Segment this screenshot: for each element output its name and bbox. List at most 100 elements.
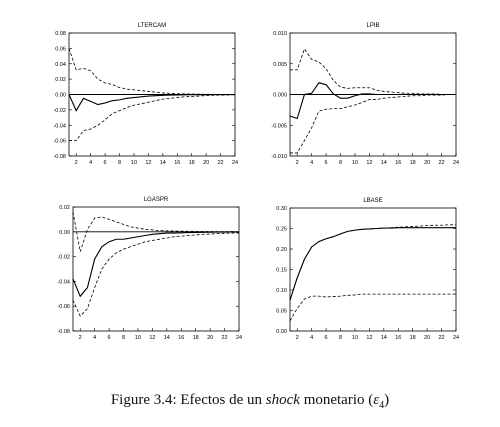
caption-middle: monetario ( bbox=[303, 392, 374, 408]
y-tick-label: -0.04 bbox=[53, 123, 66, 129]
x-tick-label: 8 bbox=[122, 335, 125, 341]
y-tick-label: 0.00 bbox=[55, 93, 66, 99]
y-tick-label: -0.08 bbox=[53, 154, 66, 160]
x-tick-label: 6 bbox=[108, 335, 111, 341]
x-tick-label: 12 bbox=[366, 160, 372, 166]
y-tick-label: -0.08 bbox=[57, 329, 70, 335]
x-tick-label: 14 bbox=[160, 160, 166, 166]
x-tick-label: 12 bbox=[149, 335, 155, 341]
y-tick-label: 0.005 bbox=[273, 62, 287, 68]
series-line-lbase-2 bbox=[289, 224, 456, 301]
x-tick-label: 4 bbox=[310, 335, 313, 341]
x-tick-label: 22 bbox=[439, 160, 445, 166]
x-tick-label: 2 bbox=[75, 160, 78, 166]
x-tick-label: 24 bbox=[453, 335, 459, 341]
x-tick-label: 10 bbox=[352, 160, 358, 166]
panel-title-ltercam: LTERCAM bbox=[138, 23, 166, 29]
x-tick-label: 6 bbox=[104, 160, 107, 166]
x-tick-label: 18 bbox=[410, 335, 416, 341]
series-line-lpib-2 bbox=[290, 48, 456, 95]
y-tick-label: 0.20 bbox=[276, 247, 287, 253]
series-line-ltercam-3 bbox=[69, 94, 236, 142]
y-tick-label: 0.00 bbox=[59, 230, 70, 236]
x-tick-label: 10 bbox=[135, 335, 141, 341]
y-tick-label: -0.04 bbox=[57, 279, 70, 285]
y-tick-label: 0.25 bbox=[276, 227, 287, 233]
x-tick-label: 16 bbox=[395, 335, 401, 341]
y-tick-label: 0.08 bbox=[55, 31, 66, 37]
x-tick-label: 14 bbox=[381, 335, 387, 341]
x-tick-label: 20 bbox=[424, 160, 430, 166]
x-tick-label: 24 bbox=[236, 335, 242, 341]
x-tick-label: 2 bbox=[296, 335, 299, 341]
caption-symbol: ε bbox=[373, 392, 380, 408]
panel-lpib: LPIB -0.010 -0.005 0.000 0.005 0.010 2 4 6 8 10 12 1… bbox=[271, 23, 459, 166]
series-line-lbase-1 bbox=[289, 227, 456, 301]
y-tick-label: -0.02 bbox=[57, 255, 70, 261]
plot-frame-lgaspr bbox=[72, 206, 240, 332]
x-tick-label: 6 bbox=[325, 160, 328, 166]
y-tick-label: 0.30 bbox=[276, 206, 287, 212]
x-tick-label: 4 bbox=[310, 160, 313, 166]
x-tick-label: 20 bbox=[207, 335, 213, 341]
caption-suffix: ) bbox=[384, 392, 390, 408]
x-tick-label: 24 bbox=[232, 160, 238, 166]
y-tick-label: 0.05 bbox=[276, 309, 287, 315]
x-tick-label: 12 bbox=[366, 335, 372, 341]
series-line-lgaspr-2 bbox=[72, 211, 240, 252]
panel-title-lbase: LBASE bbox=[363, 198, 382, 204]
x-tick-label: 6 bbox=[325, 335, 328, 341]
y-tick-label: 0.04 bbox=[55, 62, 66, 68]
y-tick-label: -0.010 bbox=[271, 154, 287, 160]
x-tick-label: 22 bbox=[218, 160, 224, 166]
y-tick-label: 0.02 bbox=[59, 205, 70, 211]
y-tick-label: 0.010 bbox=[273, 31, 287, 37]
series-line-lgaspr-3 bbox=[72, 232, 240, 317]
x-tick-label: 10 bbox=[352, 335, 358, 341]
series-line-ltercam-2 bbox=[68, 48, 235, 95]
x-tick-label: 4 bbox=[93, 335, 96, 341]
y-tick-label: 0.00 bbox=[276, 329, 287, 335]
x-tick-label: 22 bbox=[439, 335, 445, 341]
caption-subscript: 4 bbox=[379, 400, 385, 411]
y-tick-label: -0.005 bbox=[271, 123, 287, 129]
series-line-ltercam-1 bbox=[68, 93, 236, 112]
x-tick-label: 16 bbox=[178, 335, 184, 341]
panel-title-lgaspr: LGASPR bbox=[144, 197, 169, 203]
y-tick-label: 0.10 bbox=[276, 288, 287, 294]
panel-ltercam: LTERCAM -0.08 -0.06 -0.04 -0.02 0.00 0.02 0.04 0… bbox=[53, 23, 238, 166]
series-line-lpib-3 bbox=[290, 94, 456, 154]
y-tick-label: -0.06 bbox=[57, 304, 70, 310]
y-tick-label: 0.06 bbox=[55, 46, 66, 52]
panel-title-lpib: LPIB bbox=[366, 23, 379, 29]
x-tick-label: 12 bbox=[145, 160, 151, 166]
x-tick-label: 4 bbox=[89, 160, 92, 166]
y-tick-label: -0.06 bbox=[53, 139, 66, 145]
x-tick-label: 18 bbox=[189, 160, 195, 166]
series-line-lpib-1 bbox=[289, 82, 456, 120]
x-tick-label: 8 bbox=[339, 160, 342, 166]
figure-caption: Figure 3.4: Efectos de un shock monetari… bbox=[0, 392, 500, 411]
panel-lgaspr: LGASPR-0.08-0.06-0.04-0.020.000.022 4 6 8 10… bbox=[57, 197, 242, 341]
x-tick-label: 18 bbox=[410, 160, 416, 166]
caption-prefix: Figure 3.4: Efectos de un bbox=[110, 392, 263, 408]
x-tick-label: 20 bbox=[203, 160, 209, 166]
plot-frame-lbase bbox=[289, 207, 457, 332]
x-tick-label: 20 bbox=[424, 335, 430, 341]
caption-emph: shock bbox=[265, 392, 300, 408]
x-tick-label: 22 bbox=[222, 335, 228, 341]
x-tick-label: 16 bbox=[174, 160, 180, 166]
x-tick-label: 16 bbox=[395, 160, 401, 166]
series-line-lbase-3 bbox=[289, 293, 456, 321]
x-tick-label: 18 bbox=[193, 335, 199, 341]
x-tick-label: 14 bbox=[381, 160, 387, 166]
series-line-lgaspr-1 bbox=[72, 231, 239, 298]
x-tick-label: 2 bbox=[296, 160, 299, 166]
x-tick-label: 10 bbox=[131, 160, 137, 166]
y-tick-label: -0.02 bbox=[53, 108, 66, 114]
x-tick-label: 2 bbox=[79, 335, 82, 341]
x-tick-label: 14 bbox=[164, 335, 170, 341]
y-tick-label: 0.000 bbox=[273, 93, 287, 99]
